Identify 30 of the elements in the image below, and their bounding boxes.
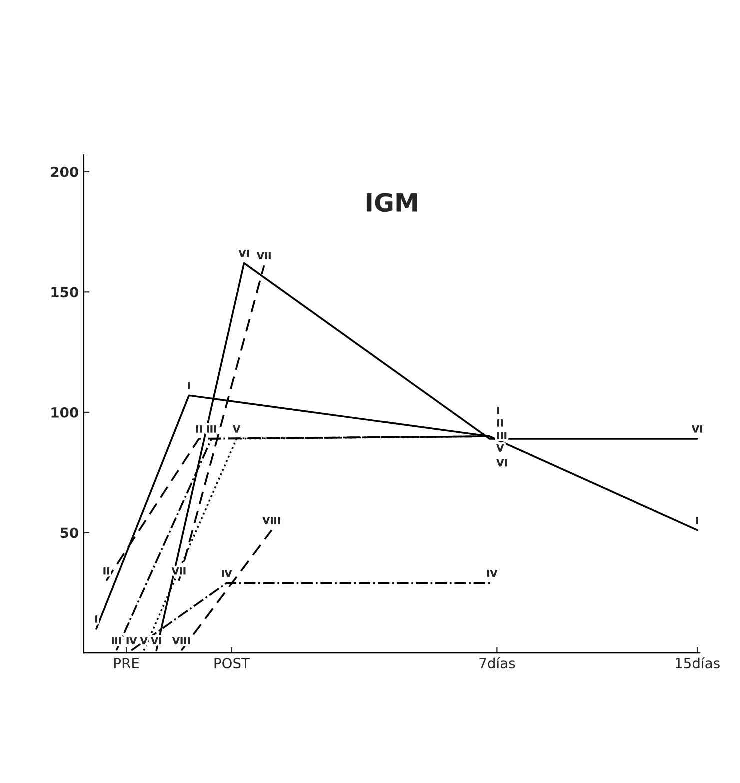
text: I bbox=[696, 517, 698, 524]
x-tick-label: 15días bbox=[676, 657, 720, 669]
series-label: III bbox=[112, 637, 122, 644]
x-tick-label: POST bbox=[214, 658, 250, 669]
text: IGM bbox=[366, 193, 418, 212]
text: VI bbox=[692, 426, 702, 433]
y-tick-label: 200 bbox=[51, 166, 78, 178]
text: V bbox=[496, 444, 504, 452]
text: VIII bbox=[262, 517, 280, 524]
series-label: II bbox=[104, 568, 110, 575]
text: VI bbox=[238, 250, 249, 258]
text: V bbox=[233, 426, 240, 433]
y-tick-label: 100 bbox=[52, 407, 78, 418]
x-tick-label: PRE bbox=[114, 658, 140, 668]
text: III bbox=[498, 432, 507, 440]
series-label: IV bbox=[126, 637, 138, 644]
text: I bbox=[188, 382, 190, 390]
text: IV bbox=[488, 570, 498, 578]
text: IV bbox=[222, 570, 232, 578]
y-tick-label: 50 bbox=[60, 528, 78, 538]
text: II bbox=[196, 426, 202, 433]
text: VII bbox=[256, 252, 271, 260]
text: II bbox=[498, 420, 503, 427]
series-label: VIII bbox=[172, 637, 190, 644]
y-tick-label: 150 bbox=[52, 287, 78, 298]
text: I bbox=[498, 407, 500, 414]
text: VI bbox=[496, 460, 507, 467]
x-tick-label: 7días bbox=[480, 657, 516, 669]
text: III bbox=[207, 426, 216, 433]
series-label: I bbox=[96, 616, 98, 623]
